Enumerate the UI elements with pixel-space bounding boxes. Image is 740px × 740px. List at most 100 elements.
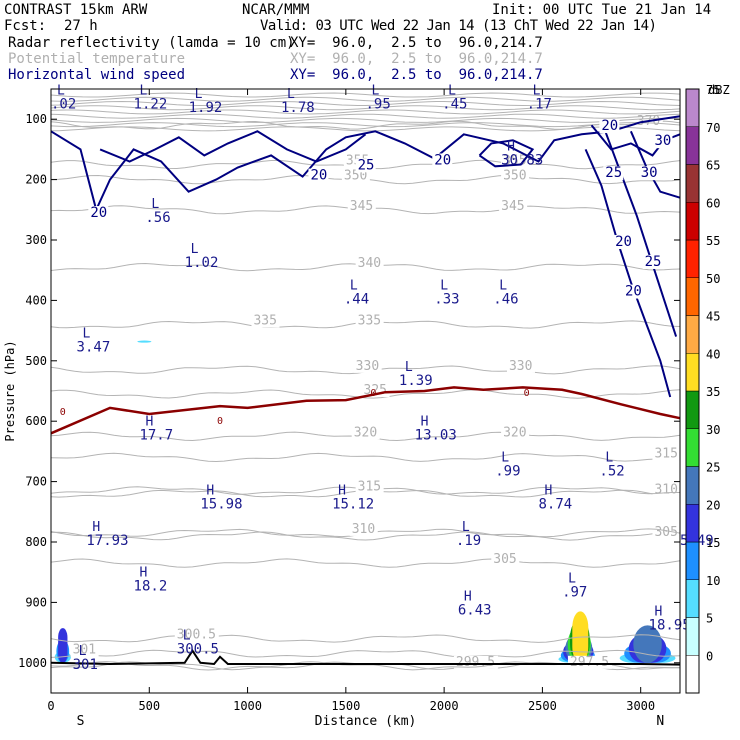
wind-contour-label: 20 [310, 168, 327, 184]
extremum-value: 15.98 [200, 497, 242, 513]
wind-label-bg [652, 134, 673, 149]
theta-contour [50, 389, 681, 399]
freezing-level-line [50, 386, 681, 435]
theta-label-bg [652, 525, 681, 539]
colorbar-tick-label: 25 [706, 461, 720, 475]
x-tick-label: 0 [47, 699, 54, 713]
field-reflectivity-xy: XY= 96.0, 2.5 to 96.0,214.7 [290, 35, 543, 51]
theta-label-bg [251, 314, 280, 328]
wind-label-bg [622, 284, 643, 299]
theta-label-bg [652, 447, 681, 461]
extremum-value: 17.7 [139, 427, 173, 443]
wind-contour-label: 20 [625, 284, 642, 300]
extremum-marker: L [83, 327, 91, 342]
extremum-value: 301 [73, 657, 98, 673]
extremum-value: 300.5 [177, 642, 219, 658]
extremum-value: .33 [434, 291, 459, 307]
extremum-marker: L [372, 83, 380, 98]
extremum-marker: L [605, 451, 613, 466]
theta-contour-label: 345 [501, 199, 524, 214]
colorbar-tick-label: 20 [706, 498, 720, 512]
y-tick-label: 100 [25, 112, 47, 126]
extremum-marker: L [287, 87, 295, 102]
y-tick-label: 200 [25, 173, 47, 187]
colorbar-tick-label: 40 [706, 347, 720, 361]
theta-contour [50, 634, 681, 643]
reflectivity-shell [137, 340, 152, 343]
extremum-marker: L [440, 278, 448, 293]
x-tick-label: 2500 [528, 699, 557, 713]
wind-label-bg [638, 166, 659, 181]
freezing-level-label: 0 [370, 388, 376, 399]
y-axis-label: Pressure (hPa) [3, 340, 17, 441]
extremum-value: 1.22 [134, 96, 168, 112]
theta-contour [50, 96, 681, 102]
y-tick-label: 800 [25, 535, 47, 549]
wind-contour [584, 148, 672, 398]
extremum-marker: L [151, 197, 159, 212]
theta-contour [50, 126, 681, 132]
freezing-level-layer: 0 0 0 0 [50, 386, 681, 435]
wind-label-bg [642, 254, 663, 269]
colorbar-swatch [685, 541, 700, 580]
theta-label-bg [349, 522, 378, 536]
extremum-marker: L [568, 571, 576, 586]
extremum-value: 15.12 [332, 497, 374, 513]
wind-contour-label: 20 [615, 234, 632, 250]
y-tick-label: 900 [25, 595, 47, 609]
colorbar-swatch [685, 504, 700, 543]
extremum-value: 13.03 [415, 427, 457, 443]
wind-label-bg [603, 166, 624, 181]
wind-label-bg [599, 119, 620, 134]
y-tick-label: 700 [25, 475, 47, 489]
x-tick-label: 2000 [430, 699, 459, 713]
labels-layer: L.02L1.22L1.92L1.78L.95L.45L.17H30.83L.5… [51, 83, 714, 673]
colorbar-swatch [685, 164, 700, 203]
wind-label-bg [613, 235, 634, 250]
colorbar-tick-label: 70 [706, 121, 720, 135]
extremum-marker: H [338, 484, 346, 499]
extremum-value: 3.47 [77, 340, 111, 356]
model-name: CONTRAST 15km ARW [4, 2, 148, 18]
extremum-value: 1.02 [185, 255, 219, 271]
freezing-level-label: 0 [524, 388, 530, 399]
theta-contour-label: 315 [358, 480, 381, 495]
theta-label-bg [174, 628, 219, 642]
extremum-marker: L [191, 242, 199, 257]
extremum-value: 30.83 [501, 152, 543, 168]
colorbar-title: dBZ [708, 83, 730, 97]
x-end-label-north: N [656, 714, 664, 729]
field-wind-xy: XY= 96.0, 2.5 to 96.0,214.7 [290, 67, 543, 83]
extremum-marker: L [350, 278, 358, 293]
x-tick-label: 3000 [626, 699, 655, 713]
extremum-value: 17.93 [86, 533, 128, 549]
extremum-marker: L [183, 629, 191, 644]
theta-contour-label: 305 [654, 525, 677, 540]
plot-frame [50, 88, 681, 694]
extremum-value: .45 [442, 96, 467, 112]
extremum-marker: L [499, 278, 507, 293]
colorbar-swatch [685, 315, 700, 354]
wind-contour-label: 25 [358, 157, 375, 173]
theta-label-bg [355, 480, 384, 494]
extremum-marker: L [195, 87, 203, 102]
extremum-marker: H [140, 565, 148, 580]
colorbar-swatch [685, 617, 700, 656]
field-wind-name: Horizontal wind speed [8, 67, 186, 83]
theta-contour-label: 340 [358, 256, 381, 271]
theta-contour-label: 310 [352, 522, 375, 537]
theta-contour [50, 649, 681, 658]
theta-label-bg [567, 655, 612, 669]
colorbar-swatch [685, 466, 700, 505]
extremum-marker: L [405, 360, 413, 375]
extremum-value: 18.2 [134, 578, 168, 594]
y-tick-label: 600 [25, 414, 47, 428]
extremum-value: .46 [493, 291, 518, 307]
freezing-level-label: 0 [60, 407, 66, 418]
y-tick-label: 300 [25, 233, 47, 247]
colorbar-tick-label: 15 [706, 536, 720, 550]
model-source: NCAR/MMM [242, 2, 310, 18]
